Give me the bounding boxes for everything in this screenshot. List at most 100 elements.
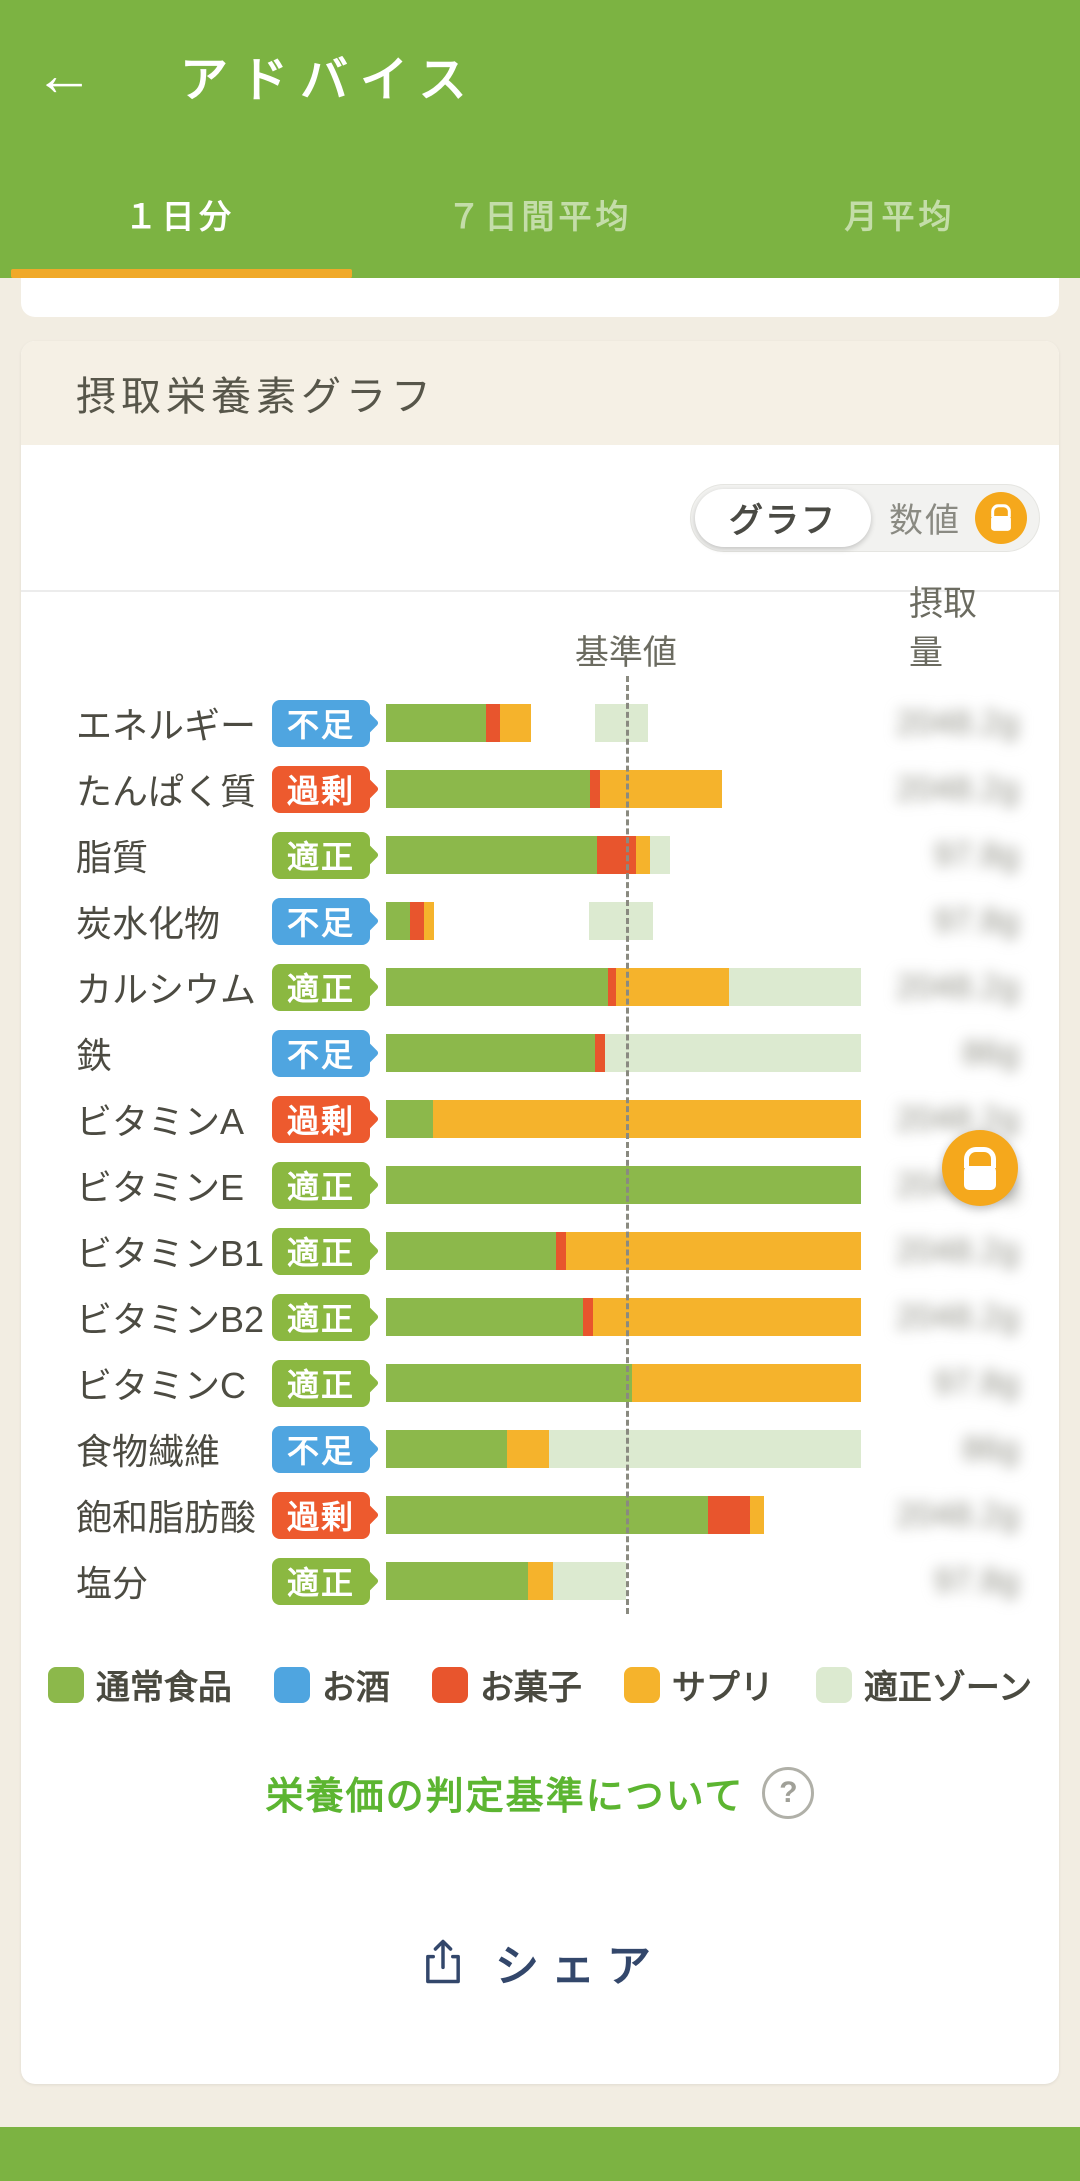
status-badge: 不足 bbox=[272, 1029, 380, 1077]
bar-segment-food bbox=[386, 770, 590, 808]
bar-segment-food bbox=[386, 836, 597, 874]
intake-value-blurred: 97.8g bbox=[933, 835, 1019, 874]
nutrient-label: 飽和脂肪酸 bbox=[76, 1497, 257, 1538]
tab-2[interactable]: ７日間平均 bbox=[360, 150, 720, 278]
nutrient-bar bbox=[386, 1231, 861, 1271]
intake-value-blurred: 2048.2g bbox=[896, 703, 1019, 742]
nutrient-row: ビタミンA 過剰 2048.2g bbox=[21, 1086, 1059, 1152]
graph-number-toggle[interactable]: グラフ 数値 bbox=[690, 483, 1040, 552]
lock-icon bbox=[975, 491, 1027, 544]
toggle-option-graph[interactable]: グラフ bbox=[695, 488, 871, 547]
legend-swatch bbox=[273, 1666, 310, 1703]
lock-icon bbox=[964, 1146, 996, 1190]
nutrient-graph-card: 摂取栄養素グラフ グラフ 数値 基準値 摂取量 エネルギー 不足 2048.2g bbox=[21, 341, 1059, 2084]
status-badge: 適正 bbox=[272, 1161, 380, 1209]
status-badge: 不足 bbox=[272, 1425, 380, 1473]
legend-item: お菓子 bbox=[431, 1660, 582, 1709]
bottom-bar bbox=[0, 2127, 1080, 2181]
view-toggle-row: グラフ 数値 bbox=[21, 445, 1059, 592]
tab-label: １日分 bbox=[124, 198, 236, 235]
back-button[interactable]: ← bbox=[34, 41, 94, 108]
proper-zone bbox=[588, 902, 653, 940]
status-badge: 適正 bbox=[272, 1359, 380, 1407]
nutrient-row: 炭水化物 不足 97.8g bbox=[21, 888, 1059, 954]
tab-1[interactable]: １日分 bbox=[0, 150, 360, 278]
criteria-link[interactable]: 栄養価の判定基準について bbox=[265, 1776, 745, 1818]
nutrient-label: 食物繊維 bbox=[76, 1431, 221, 1472]
page-title: アドバイス bbox=[180, 54, 479, 107]
previous-card-edge bbox=[21, 278, 1059, 317]
legend-item: 通常食品 bbox=[47, 1660, 232, 1709]
proper-zone bbox=[595, 704, 649, 742]
legend-label: 適正ゾーン bbox=[863, 1669, 1033, 1707]
bar-segment-sweets bbox=[583, 1298, 594, 1336]
nutrient-bar bbox=[386, 835, 861, 875]
bar-segment-sweets bbox=[410, 902, 424, 940]
card-title: 摂取栄養素グラフ bbox=[21, 341, 1059, 445]
tab-label: ７日間平均 bbox=[447, 198, 633, 235]
nutrient-label: たんぱく質 bbox=[76, 771, 257, 812]
nutrient-row: ビタミンE 適正 2048.2g bbox=[21, 1152, 1059, 1218]
bar-segment-supplement bbox=[615, 968, 729, 1006]
nutrient-label: 炭水化物 bbox=[76, 903, 221, 944]
proper-zone bbox=[584, 1034, 861, 1072]
bar-segment-sweets bbox=[595, 1034, 605, 1072]
nutrient-row: 食物繊維 不足 86g bbox=[21, 1416, 1059, 1482]
nutrient-chart: 基準値 摂取量 エネルギー 不足 2048.2g たんぱく質 過剰 2048.2… bbox=[21, 585, 1059, 1614]
nutrient-row: 鉄 不足 86g bbox=[21, 1020, 1059, 1086]
help-icon[interactable]: ? bbox=[762, 1766, 815, 1819]
tab-3[interactable]: 月平均 bbox=[720, 150, 1080, 278]
nutrient-bar bbox=[386, 1495, 861, 1535]
legend-swatch bbox=[623, 1666, 660, 1703]
nutrient-bar bbox=[386, 1363, 861, 1403]
bar-segment-food bbox=[386, 1562, 529, 1600]
legend-item: 適正ゾーン bbox=[815, 1660, 1033, 1709]
bar-segment-food bbox=[386, 1166, 861, 1204]
nutrient-label: カルシウム bbox=[76, 969, 257, 1010]
nutrient-bar bbox=[386, 1561, 861, 1601]
intake-amount-header: 摂取量 bbox=[909, 585, 977, 672]
nutrient-label: ビタミンB2 bbox=[76, 1299, 265, 1340]
toggle-number-label: 数値 bbox=[889, 502, 961, 540]
status-badge: 適正 bbox=[272, 1293, 380, 1341]
nutrient-label: エネルギー bbox=[76, 705, 257, 746]
chart-legend: 通常食品 お酒 お菓子 サプリ 適正ゾーン bbox=[21, 1660, 1059, 1709]
nutrient-row: 脂質 適正 97.8g bbox=[21, 822, 1059, 888]
legend-swatch bbox=[815, 1666, 852, 1703]
period-tabs: １日分 ７日間平均 月平均 bbox=[0, 150, 1080, 278]
toggle-option-number[interactable]: 数値 bbox=[883, 491, 1031, 544]
bar-segment-food bbox=[386, 902, 411, 940]
nutrient-row: ビタミンC 適正 97.8g bbox=[21, 1350, 1059, 1416]
bar-segment-food bbox=[386, 704, 487, 742]
nutrient-label: 脂質 bbox=[76, 837, 149, 878]
share-label: シェア bbox=[495, 1942, 663, 1991]
status-badge: 過剰 bbox=[272, 1095, 380, 1143]
premium-lock-fab[interactable] bbox=[942, 1130, 1018, 1206]
nutrient-row: たんぱく質 過剰 2048.2g bbox=[21, 756, 1059, 822]
nutrient-bar bbox=[386, 1165, 861, 1205]
standard-value-header: 基準値 bbox=[574, 634, 677, 672]
nutrient-row: 塩分 適正 97.8g bbox=[21, 1548, 1059, 1614]
bar-segment-sweets bbox=[708, 1496, 750, 1534]
share-button[interactable]: シェア bbox=[21, 1930, 1059, 2084]
bar-segment-food bbox=[386, 1364, 633, 1402]
intake-value-blurred: 2048.2g bbox=[896, 1099, 1019, 1138]
intake-value-blurred: 2048.2g bbox=[896, 1297, 1019, 1336]
nutrient-label: 塩分 bbox=[76, 1563, 149, 1604]
nutrient-bar bbox=[386, 769, 861, 809]
intake-value-blurred: 97.8g bbox=[933, 901, 1019, 940]
bar-segment-food bbox=[386, 1496, 709, 1534]
bar-segment-supplement bbox=[507, 1430, 549, 1468]
legend-swatch bbox=[431, 1666, 468, 1703]
nutrient-bar bbox=[386, 1429, 861, 1469]
status-badge: 不足 bbox=[272, 897, 380, 945]
nutrient-label: ビタミンB1 bbox=[76, 1233, 265, 1274]
legend-item: お酒 bbox=[273, 1660, 390, 1709]
nutrient-label: ビタミンE bbox=[76, 1167, 245, 1208]
legend-label: 通常食品 bbox=[95, 1669, 232, 1707]
app-header: ← アドバイス １日分 ７日間平均 月平均 bbox=[0, 0, 1080, 278]
bar-segment-supplement bbox=[423, 902, 434, 940]
bar-segment-sweets bbox=[607, 968, 616, 1006]
nutrient-bar bbox=[386, 1099, 861, 1139]
bar-segment-supplement bbox=[499, 704, 531, 742]
